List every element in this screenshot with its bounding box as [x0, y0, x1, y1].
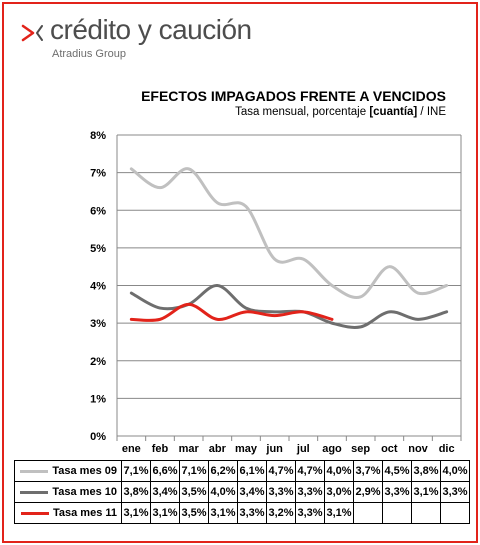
series-line-3: [129, 302, 334, 322]
x-tick-label: may: [235, 443, 258, 455]
series-legend-label: Tasa mes 11: [14, 502, 122, 524]
logo-subtitle: Atradius Group: [52, 48, 126, 60]
data-label: 3,1%: [411, 481, 441, 503]
data-label: 3,0%: [324, 481, 354, 503]
data-label: 3,7%: [353, 460, 383, 482]
x-tick-label: feb: [152, 443, 169, 455]
data-label: 3,3%: [295, 481, 325, 503]
x-tick-label: ene: [122, 443, 141, 455]
data-label: 3,2%: [266, 502, 296, 524]
y-tick-label: 1%: [90, 393, 106, 405]
data-label: 3,8%: [121, 481, 151, 503]
data-label: 3,1%: [121, 502, 151, 524]
y-tick-label: 8%: [90, 130, 106, 142]
data-label: 3,5%: [179, 481, 209, 503]
chart-subtitle: Tasa mensual, porcentaje [cuantía] / INE: [100, 106, 446, 118]
x-tick-label: sep: [351, 443, 370, 455]
table-row: Tasa mes 11 3,1% 3,1% 3,5% 3,1% 3,3% 3,2% 3,3% 3…: [14, 502, 470, 524]
x-tick-label: oct: [381, 443, 398, 455]
data-label: 3,1%: [324, 502, 354, 524]
data-label: 3,3%: [382, 481, 412, 503]
data-label: 3,5%: [179, 502, 209, 524]
series-legend-label: Tasa mes 10: [14, 481, 122, 503]
data-label: [411, 502, 441, 524]
data-label: 3,8%: [411, 460, 441, 482]
logo: crédito y caución Atradius Group: [20, 14, 280, 62]
series-name: Tasa mes 09: [52, 465, 117, 477]
data-label: 3,3%: [295, 502, 325, 524]
data-label: 2,9%: [353, 481, 383, 503]
data-label: 4,7%: [295, 460, 325, 482]
x-tick-label: jun: [265, 443, 283, 455]
x-tick-label: abr: [209, 443, 227, 455]
table-row: Tasa mes 10 3,8% 3,4% 3,5% 4,0% 3,4% 3,3% 3,3% 3…: [14, 481, 470, 503]
legend-key-icon: [20, 511, 49, 515]
series-line-1: [129, 167, 449, 299]
y-tick-label: 6%: [90, 205, 106, 217]
data-label: 4,7%: [266, 460, 296, 482]
y-tick-label: 5%: [90, 243, 106, 255]
data-label: 6,2%: [208, 460, 238, 482]
y-tick-label: 0%: [90, 431, 106, 443]
series-name: Tasa mes 11: [52, 507, 117, 519]
y-tick-label: 3%: [90, 318, 106, 330]
y-tick-label: 2%: [90, 356, 106, 368]
x-tick-label: nov: [408, 443, 428, 455]
data-label: 3,3%: [440, 481, 470, 503]
data-label: 3,3%: [266, 481, 296, 503]
y-tick-label: 4%: [90, 281, 106, 293]
data-label: 6,1%: [237, 460, 267, 482]
data-label: 4,0%: [208, 481, 238, 503]
x-tick-label: mar: [179, 443, 200, 455]
data-label: 3,1%: [150, 502, 180, 524]
series-legend-label: Tasa mes 09: [14, 460, 122, 482]
legend-key-icon: [20, 469, 49, 473]
data-label: 4,0%: [324, 460, 354, 482]
x-tick-label: ago: [322, 443, 342, 455]
data-label: 6,6%: [150, 460, 180, 482]
chart-subtitle-bold: [cuantía]: [369, 106, 418, 118]
y-tick-label: 7%: [90, 168, 106, 180]
chart-subtitle-prefix: Tasa mensual, porcentaje: [235, 106, 370, 118]
data-label: 3,1%: [208, 502, 238, 524]
chart-subtitle-suffix: / INE: [417, 106, 446, 118]
data-table: Tasa mes 09 7,1% 6,6% 7,1% 6,2% 6,1% 4,7% 4,7% 4…: [14, 460, 470, 524]
data-label: 3,3%: [237, 502, 267, 524]
data-label: 7,1%: [121, 460, 151, 482]
data-label: [382, 502, 412, 524]
data-label: 3,4%: [150, 481, 180, 503]
series-name: Tasa mes 10: [52, 486, 117, 498]
logo-mark-icon: [21, 24, 43, 42]
logo-brand: crédito y caución: [50, 14, 252, 45]
x-tick-label: jul: [296, 443, 310, 455]
data-label: [353, 502, 383, 524]
data-label: 7,1%: [179, 460, 209, 482]
data-label: 4,0%: [440, 460, 470, 482]
x-tick-label: dic: [439, 443, 455, 455]
legend-key-icon: [20, 490, 49, 494]
table-row: Tasa mes 09 7,1% 6,6% 7,1% 6,2% 6,1% 4,7% 4,7% 4…: [14, 460, 470, 482]
data-label: [440, 502, 470, 524]
data-label: 3,4%: [237, 481, 267, 503]
chart-title: EFECTOS IMPAGADOS FRENTE A VENCIDOS: [141, 88, 446, 104]
data-label: 4,5%: [382, 460, 412, 482]
